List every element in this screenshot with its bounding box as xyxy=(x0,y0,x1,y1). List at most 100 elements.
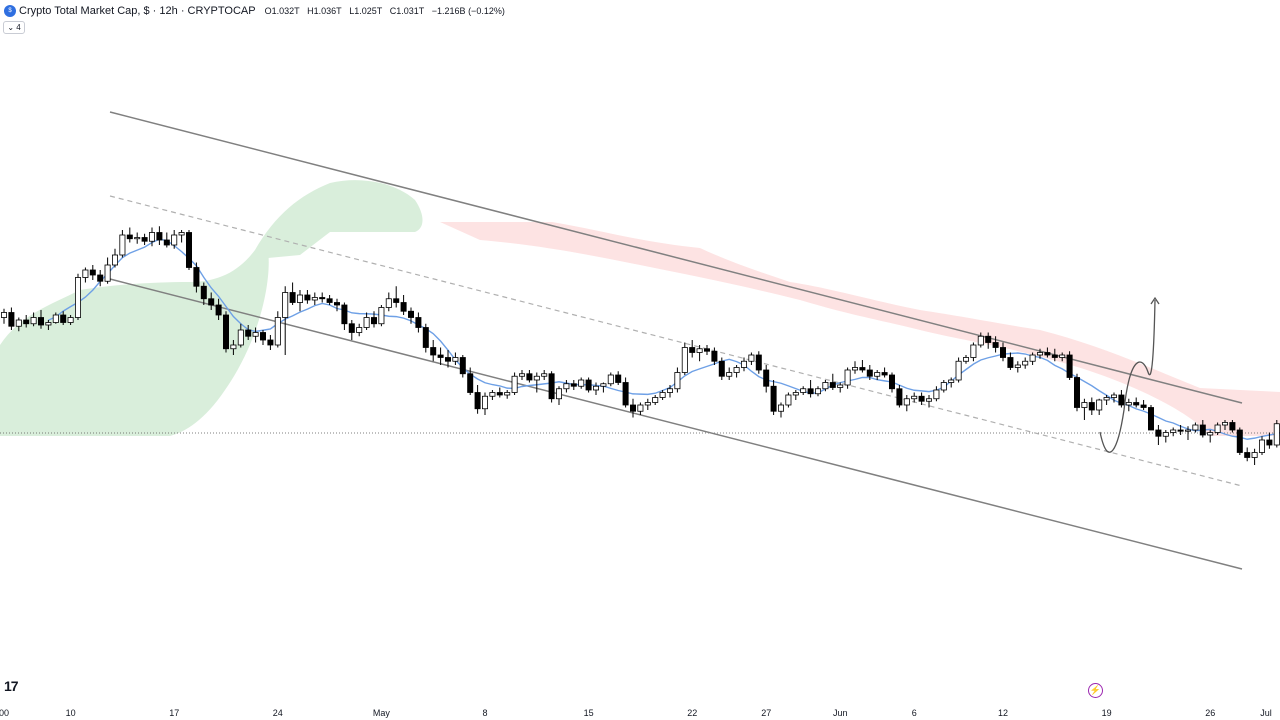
candle xyxy=(1037,352,1044,356)
candle xyxy=(992,342,999,348)
candle xyxy=(970,344,977,358)
candle xyxy=(326,298,333,303)
candle xyxy=(889,374,896,390)
candle xyxy=(526,373,533,381)
candle xyxy=(393,298,400,303)
candle xyxy=(1148,407,1155,431)
indicators-toggle-button[interactable]: ⌄ 4 xyxy=(3,21,25,34)
candle xyxy=(1051,354,1058,358)
tradingview-logo-icon[interactable]: 17 xyxy=(4,678,19,694)
candle xyxy=(341,304,348,325)
candle xyxy=(126,234,133,240)
x-tick-label: May xyxy=(373,708,391,718)
candle xyxy=(489,392,496,397)
candle xyxy=(97,274,104,282)
candle xyxy=(252,332,259,337)
x-tick-label: 17 xyxy=(169,708,179,718)
candle xyxy=(200,285,207,300)
candle xyxy=(903,398,910,406)
candle xyxy=(726,372,733,377)
candle xyxy=(348,323,355,333)
candle xyxy=(622,382,629,406)
candle xyxy=(963,357,970,362)
candle xyxy=(770,385,777,412)
candle xyxy=(977,335,984,346)
candle xyxy=(363,317,370,328)
candle xyxy=(578,379,585,387)
candle xyxy=(171,234,178,246)
candle xyxy=(452,357,459,362)
candle xyxy=(311,297,318,301)
candle xyxy=(0,312,7,318)
candle xyxy=(304,294,311,301)
candle xyxy=(356,327,363,333)
candle xyxy=(866,369,873,377)
candle xyxy=(733,367,740,373)
candle xyxy=(1029,354,1036,362)
candle xyxy=(467,373,474,393)
candle xyxy=(1222,422,1229,426)
candle xyxy=(704,348,711,352)
candle xyxy=(837,384,844,388)
candle xyxy=(296,294,303,303)
candle xyxy=(1088,402,1095,411)
candle xyxy=(1074,377,1081,408)
lightning-icon[interactable]: ⚡ xyxy=(1088,683,1103,698)
candle xyxy=(481,395,488,410)
candle xyxy=(585,379,592,391)
candle xyxy=(1214,424,1221,433)
candle xyxy=(541,373,548,377)
x-tick-label: 10 xyxy=(66,708,76,718)
x-axis: 00 10 17 24 May 8 15 22 27 Jun 6 12 19 26 Jul xyxy=(0,708,1272,718)
candle xyxy=(444,357,451,362)
candle xyxy=(948,379,955,383)
close-value: C1.031T xyxy=(389,6,425,16)
symbol-title[interactable]: Crypto Total Market Cap, $ · 12h · CRYPT… xyxy=(19,5,256,17)
candle xyxy=(659,392,666,398)
candle xyxy=(1044,352,1051,356)
high-value: H1.036T xyxy=(307,6,342,16)
ohlc-values: O1.032T H1.036T L1.025T C1.031T −1.216B … xyxy=(265,6,510,16)
candle xyxy=(778,404,785,412)
candle xyxy=(763,369,770,387)
candle xyxy=(607,374,614,385)
candle xyxy=(185,232,192,268)
candle xyxy=(52,314,59,323)
candle xyxy=(755,354,762,371)
candle xyxy=(422,327,429,348)
candle xyxy=(89,269,96,276)
candle xyxy=(1207,432,1214,436)
candle xyxy=(437,354,444,358)
candle xyxy=(667,388,674,393)
candle xyxy=(148,232,155,242)
candle xyxy=(829,382,836,388)
channel-lower-line[interactable] xyxy=(109,278,1243,570)
candle xyxy=(533,375,540,381)
projection-path[interactable] xyxy=(1099,299,1156,453)
candle xyxy=(652,397,659,403)
candle xyxy=(881,372,888,376)
candle xyxy=(38,317,45,326)
candle xyxy=(267,339,274,346)
candle xyxy=(563,383,570,390)
channel-upper-line[interactable] xyxy=(109,111,1243,404)
change-value: −1.216B (−0.12%) xyxy=(431,6,505,16)
candle xyxy=(222,314,229,350)
channel-midline[interactable] xyxy=(109,195,1243,487)
candle xyxy=(504,392,511,396)
candle xyxy=(718,360,725,377)
candle xyxy=(134,237,141,240)
candle xyxy=(1192,424,1199,431)
candle xyxy=(45,322,52,326)
candle xyxy=(615,374,622,383)
candle xyxy=(430,347,437,356)
candle xyxy=(681,347,688,373)
projection-arrow-head[interactable] xyxy=(1150,296,1160,305)
candle xyxy=(1259,439,1266,453)
open-value: O1.032T xyxy=(264,6,300,16)
candle xyxy=(852,367,859,371)
candle xyxy=(985,335,992,343)
candle xyxy=(815,388,822,395)
candle xyxy=(926,398,933,402)
